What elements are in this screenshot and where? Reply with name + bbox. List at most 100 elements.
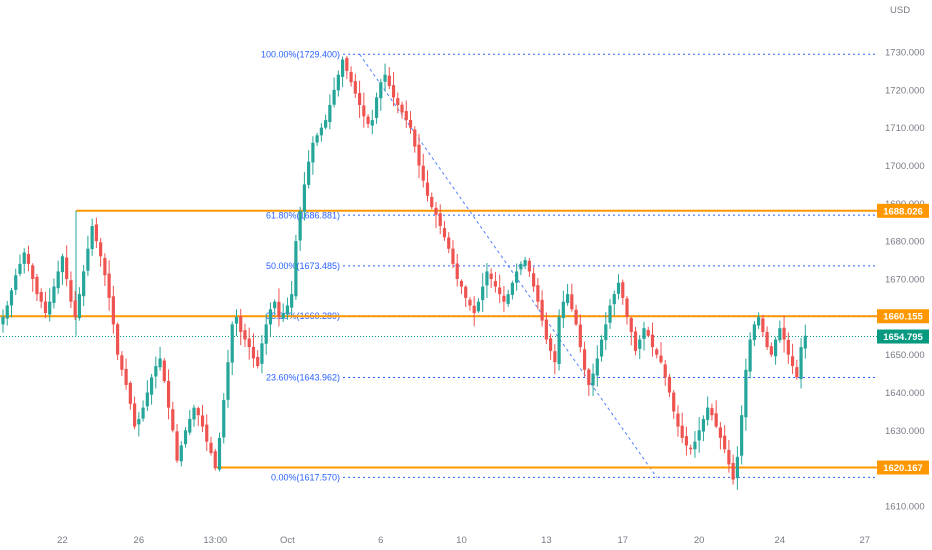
candle-body xyxy=(217,437,222,470)
level-price-tag-text: 1620.167 xyxy=(883,463,923,474)
candle-body xyxy=(650,334,655,348)
candle-body xyxy=(158,358,162,368)
candle-body xyxy=(273,301,277,309)
candle-body xyxy=(90,226,94,250)
candle-body xyxy=(468,299,472,306)
candle-body xyxy=(408,119,413,128)
candle-body xyxy=(782,327,786,340)
candle-body xyxy=(629,318,633,332)
last-price-tag-text: 1654.795 xyxy=(883,332,923,343)
candle-body xyxy=(413,129,417,147)
candle-body xyxy=(285,305,290,315)
candle-body xyxy=(162,360,166,382)
candle-body xyxy=(234,316,239,324)
y-tick-label: 1640.000 xyxy=(885,388,925,399)
candle-body xyxy=(132,403,137,427)
candle-body xyxy=(149,377,154,395)
candle-body xyxy=(587,369,591,385)
candle-body xyxy=(621,282,625,298)
candle-body xyxy=(22,252,26,264)
candle-body xyxy=(489,273,493,279)
fib-level-label: 23.60%(1643.962) xyxy=(266,373,340,383)
candle-body xyxy=(672,392,676,412)
candle-body xyxy=(536,285,540,302)
candle-body xyxy=(179,445,183,462)
candle-body xyxy=(646,330,650,336)
level-price-tag-text: 1688.026 xyxy=(883,206,923,217)
x-tick-label: 13:00 xyxy=(203,535,227,546)
candle-body xyxy=(99,242,103,257)
candle-body xyxy=(570,294,574,310)
candle-body xyxy=(557,316,561,365)
last-price-tag xyxy=(877,329,929,344)
candle-body xyxy=(795,367,799,378)
candle-body xyxy=(107,273,111,298)
candle-body xyxy=(625,298,629,317)
candle-body xyxy=(128,382,132,404)
candle-body xyxy=(315,135,319,143)
candle-body xyxy=(77,294,82,319)
candle-body xyxy=(65,257,69,279)
candle-body xyxy=(502,295,506,302)
candle-body xyxy=(574,309,578,325)
candle-body xyxy=(757,316,761,326)
y-tick-label: 1630.000 xyxy=(885,426,925,437)
candle-body xyxy=(111,296,115,325)
candle-body xyxy=(103,257,107,276)
candle-body xyxy=(710,408,714,416)
candle-body xyxy=(209,442,213,454)
candle-body xyxy=(447,237,451,249)
candle-body xyxy=(684,436,689,446)
x-tick-label: 10 xyxy=(456,535,467,546)
candle-body xyxy=(230,324,234,363)
candle-body xyxy=(56,271,60,289)
candle-body xyxy=(442,228,447,238)
candle-body xyxy=(226,362,230,400)
candle-body xyxy=(786,339,790,355)
time-axis[interactable]: 22 26 13:00 Oct 6 10 13 17 20 24 27 xyxy=(57,535,870,546)
candle-body xyxy=(353,81,357,94)
candle-body xyxy=(527,260,531,272)
candle-body xyxy=(166,380,171,408)
candle-body xyxy=(438,213,442,227)
candle-body xyxy=(680,425,684,438)
candle-body xyxy=(553,351,557,363)
candle-body xyxy=(39,292,43,302)
candle-body xyxy=(476,301,481,312)
price-axis[interactable]: USD 1730.0001720.0001710.0001700.0001690… xyxy=(885,5,925,513)
candle-body xyxy=(141,407,145,419)
candle-body xyxy=(582,349,587,370)
candle-body xyxy=(544,319,548,340)
candle-body xyxy=(638,339,642,349)
candle-body xyxy=(116,324,120,355)
candle-body xyxy=(341,59,345,77)
candle-body xyxy=(803,335,807,349)
candle-body xyxy=(735,456,739,479)
candle-body xyxy=(5,305,9,319)
candle-body xyxy=(612,294,616,305)
candle-body xyxy=(205,424,209,442)
candle-body xyxy=(718,427,723,438)
candle-body xyxy=(260,343,264,364)
candle-body xyxy=(561,301,565,319)
candle-body xyxy=(714,413,718,427)
candle-body xyxy=(506,294,510,304)
candle-body xyxy=(387,75,391,87)
candle-body xyxy=(752,324,756,341)
candle-body xyxy=(18,263,22,274)
candle-body xyxy=(540,299,544,321)
candle-body xyxy=(633,331,638,351)
fibonacci-retracement: 100.00%(1729.400) 61.80%(1686.881) 50.00%(… xyxy=(261,49,877,483)
candle-body xyxy=(137,418,141,425)
candle-body xyxy=(345,57,349,71)
candle-body xyxy=(336,74,340,91)
candle-body xyxy=(281,313,285,319)
candle-body xyxy=(69,280,73,302)
price-tags: 1688.026 1660.155 1620.167 1654.795 xyxy=(877,203,929,475)
candle-body xyxy=(723,435,727,450)
candle-body xyxy=(251,346,256,359)
candle-body xyxy=(171,409,175,431)
candle-body xyxy=(349,71,353,83)
candle-body xyxy=(52,286,56,303)
